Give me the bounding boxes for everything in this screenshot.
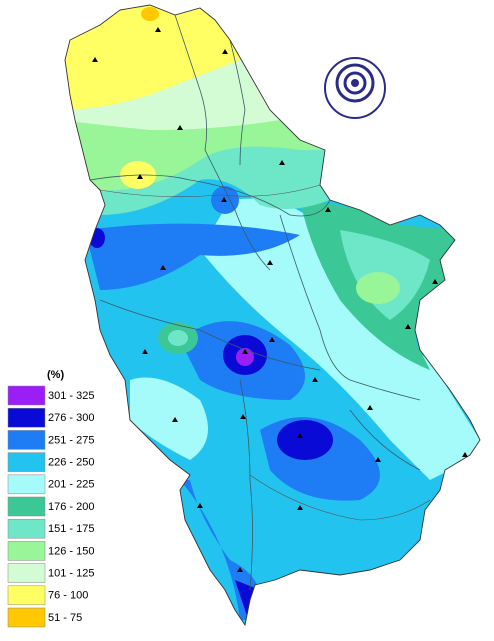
town-marker: [237, 567, 243, 572]
legend-label: 51 - 75: [48, 612, 82, 624]
town-marker: [462, 452, 468, 457]
zone: [168, 330, 188, 346]
legend-label: 126 - 150: [48, 545, 94, 557]
legend: (%) 301 - 325 276 - 300 251 - 275 226 - 250…: [7, 369, 94, 628]
legend-swatch: [7, 430, 46, 450]
legend-label: 101 - 125: [48, 568, 94, 580]
legend-swatch: [7, 607, 46, 628]
town-marker: [269, 337, 275, 342]
town-marker: [222, 49, 228, 54]
zone: [130, 377, 208, 460]
legend-swatch: [7, 563, 46, 583]
town-marker: [405, 324, 411, 329]
legend-swatch: [7, 407, 46, 428]
town-marker: [160, 265, 166, 270]
town-marker: [155, 27, 161, 32]
legend-label: 201 - 225: [48, 479, 94, 491]
town-marker: [297, 505, 303, 510]
legend-label: 76 - 100: [48, 590, 88, 602]
zone: [89, 228, 105, 248]
legend-label: 226 - 250: [48, 457, 94, 469]
border: [249, 474, 431, 521]
legend-swatch: [7, 518, 46, 539]
legend-swatch: [7, 474, 46, 495]
town-marker: [197, 503, 203, 508]
town-marker: [367, 405, 373, 410]
river: [239, 379, 253, 591]
legend-title: (%): [47, 369, 64, 381]
logo-ring: [324, 57, 386, 119]
border: [99, 184, 321, 197]
zone: [85, 223, 300, 290]
logo-ring: [343, 71, 367, 95]
river: [99, 299, 321, 371]
town-marker: [142, 349, 148, 354]
town-marker: [172, 417, 178, 422]
town-marker: [312, 377, 318, 382]
legend-label: 301 - 325: [48, 390, 94, 402]
legend-swatch: [7, 385, 46, 406]
town-marker: [242, 349, 248, 354]
logo: [324, 57, 386, 119]
town-marker: [297, 433, 303, 438]
town-marker: [240, 414, 246, 419]
logo-ring: [335, 63, 375, 103]
legend-swatch: [7, 452, 46, 472]
legend-label: 151 - 175: [48, 523, 94, 535]
logo-center: [351, 79, 359, 87]
legend-label: 251 - 275: [48, 434, 94, 446]
river: [279, 214, 421, 401]
legend-label: 176 - 200: [48, 501, 94, 513]
zone: [141, 7, 159, 21]
town-marker: [221, 197, 227, 202]
town-markers: [92, 27, 468, 572]
legend-swatch: [7, 496, 46, 517]
river: [229, 39, 246, 166]
town-marker: [325, 207, 331, 212]
town-marker: [137, 174, 143, 179]
town-marker: [375, 457, 381, 462]
town-marker: [177, 125, 183, 130]
legend-label: 276 - 300: [48, 412, 94, 424]
river: [349, 409, 421, 471]
legend-swatch: [7, 585, 46, 606]
zone: [277, 420, 333, 460]
legend-swatch: [7, 541, 46, 561]
town-marker: [432, 279, 438, 284]
town-marker: [279, 160, 285, 165]
zone: [236, 348, 254, 366]
zone: [380, 380, 470, 448]
zone: [356, 272, 400, 304]
river: [174, 14, 271, 271]
town-marker: [92, 57, 98, 62]
zone: [65, 5, 240, 110]
town-marker: [267, 260, 273, 265]
